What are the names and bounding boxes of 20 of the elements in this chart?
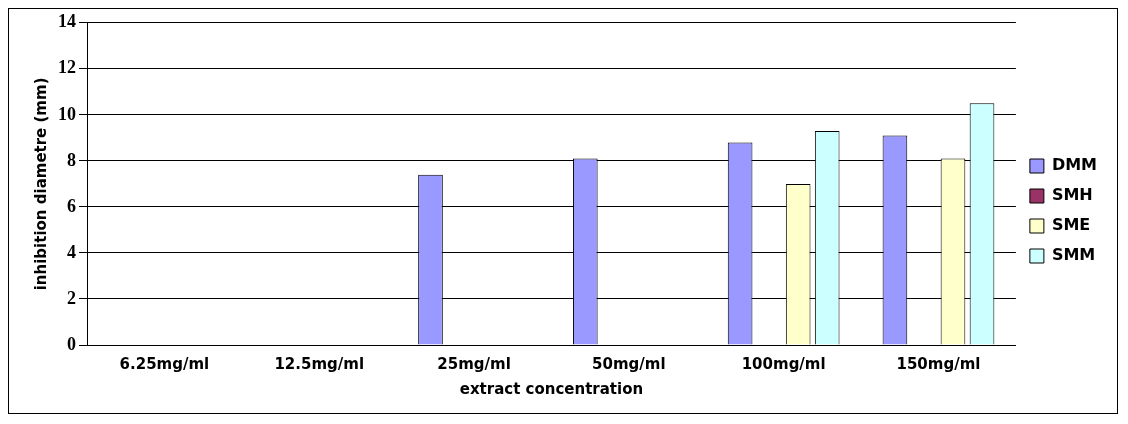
x-tick-label: 12.5mg/ml <box>274 354 365 373</box>
y-axis-title: inhibition diametre (mm) <box>31 77 50 291</box>
legend-label: SME <box>1051 215 1091 235</box>
x-tick-label: 150mg/ml <box>896 354 981 373</box>
x-tick-label: 100mg/ml <box>741 354 826 373</box>
x-tick-label: 50mg/ml <box>592 354 666 373</box>
y-tick-label: 4 <box>67 241 76 262</box>
y-tick-label: 8 <box>67 149 76 170</box>
legend-label: SMM <box>1051 245 1096 265</box>
legend-label: DMM <box>1051 155 1097 175</box>
y-tick-label: 6 <box>67 195 76 216</box>
legend-label: SMH <box>1051 185 1093 205</box>
x-tick-label: 25mg/ml <box>437 354 511 373</box>
y-tick-label: 12 <box>58 57 76 78</box>
x-tick-label: 6.25mg/ml <box>119 354 210 373</box>
y-tick-label: 14 <box>58 11 76 32</box>
y-tick-label: 0 <box>67 333 76 354</box>
x-axis-title: extract concentration <box>459 379 644 398</box>
y-tick-label: 10 <box>58 103 76 124</box>
y-tick-label: 2 <box>67 287 76 308</box>
